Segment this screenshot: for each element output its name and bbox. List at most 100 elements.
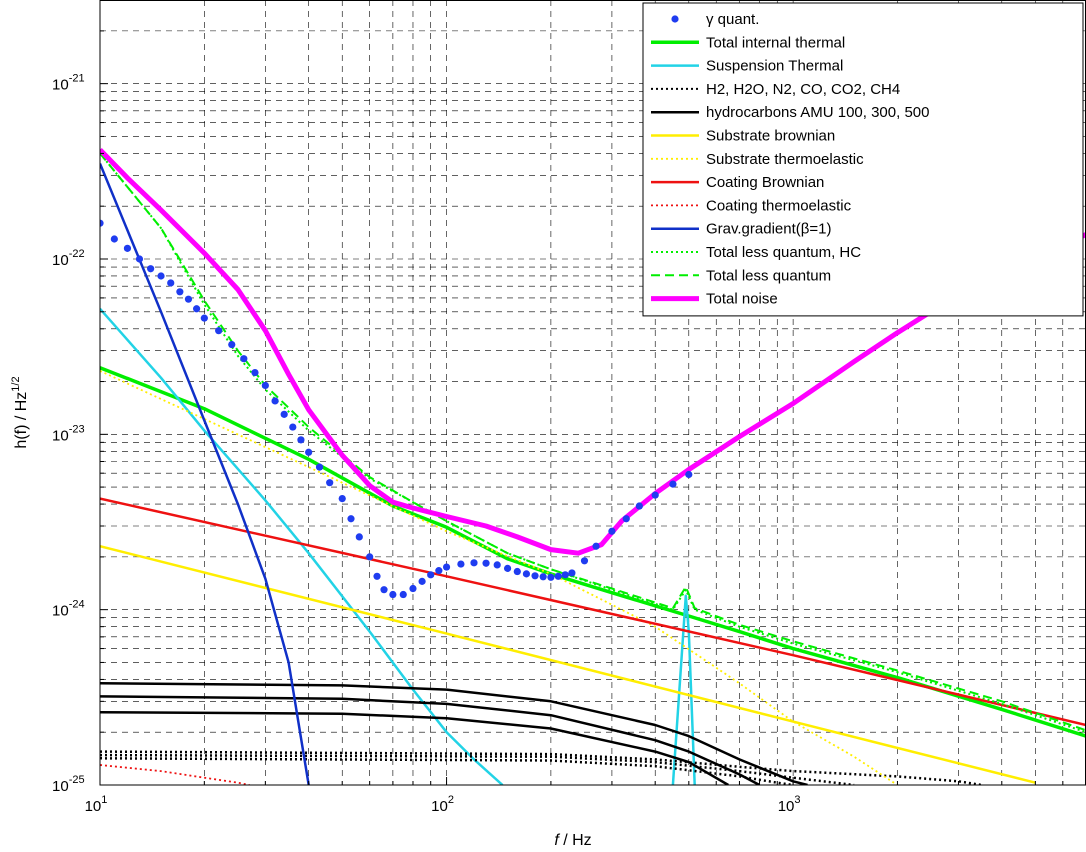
y-tick-label: 10-24 xyxy=(52,599,85,620)
data-point xyxy=(622,515,630,523)
series-h2-h2o-n2-co-co2-ch4-c xyxy=(100,757,794,785)
y-axis-label: h(f) / Hz1/2 xyxy=(10,376,30,448)
data-point xyxy=(366,553,374,561)
legend-label: Grav.gradient(β=1) xyxy=(706,221,832,238)
data-point xyxy=(176,288,184,296)
y-tick-base: 10 xyxy=(52,77,69,94)
y-tick-exponent: -22 xyxy=(69,248,85,260)
legend-label: γ quant. xyxy=(706,11,759,28)
data-point xyxy=(503,564,512,572)
legend-label: Substrate thermoelastic xyxy=(706,151,864,168)
legend-entry: Substrate thermoelastic xyxy=(651,151,864,168)
data-point xyxy=(228,340,236,349)
legend-label: Coating Brownian xyxy=(706,174,824,191)
legend-entry: Total less quantum, HC xyxy=(651,244,861,261)
y-tick-label: 10-23 xyxy=(52,423,85,444)
data-point xyxy=(240,355,248,363)
x-tick-base: 10 xyxy=(778,798,795,815)
legend-marker xyxy=(671,15,679,23)
data-point xyxy=(326,479,334,487)
x-axis-label-rest: / Hz xyxy=(559,832,592,849)
data-point xyxy=(184,295,193,303)
data-point xyxy=(592,542,600,550)
y-tick-exponent: -21 xyxy=(69,73,85,85)
series-coating-thermoelastic xyxy=(100,764,250,785)
legend-label: Coating thermoelastic xyxy=(706,197,852,214)
data-point xyxy=(135,255,144,263)
data-point xyxy=(635,502,643,510)
legend-entry: H2, H2O, N2, CO, CO2, CH4 xyxy=(651,81,900,98)
data-point xyxy=(568,569,576,577)
legend-label: Total internal thermal xyxy=(706,34,845,51)
x-axis-label: f / Hz xyxy=(554,832,591,849)
data-point xyxy=(157,272,165,280)
series-hydrocarbons-amu-100-300-500-c xyxy=(100,710,729,785)
data-point xyxy=(380,586,388,594)
legend-label: Total noise xyxy=(706,291,778,308)
data-point xyxy=(669,480,677,488)
y-tick-base: 10 xyxy=(52,603,69,620)
legend-entry: Total less quantum xyxy=(651,267,831,284)
series-h2-h2o-n2-co-co2-ch4-b xyxy=(100,753,855,785)
legend-entry: Coating Brownian xyxy=(651,174,824,191)
data-point xyxy=(531,572,539,580)
data-point xyxy=(271,397,279,405)
series-substrate-brownian xyxy=(100,544,1036,784)
y-axis-label-base: h(f) / Hz xyxy=(13,392,30,449)
legend-box xyxy=(642,2,1084,317)
data-point xyxy=(457,560,465,568)
data-point xyxy=(513,567,521,576)
y-tick-exponent: -23 xyxy=(69,423,85,435)
series-substrate-thermoelastic xyxy=(100,370,898,785)
data-point xyxy=(554,572,562,580)
legend-entry: hydrocarbons AMU 100, 300, 500 xyxy=(651,104,929,121)
data-point xyxy=(193,305,201,313)
legend-label: hydrocarbons AMU 100, 300, 500 xyxy=(706,104,929,121)
legend-entry: Suspension Thermal xyxy=(651,58,843,75)
data-point xyxy=(289,423,297,431)
data-point xyxy=(470,559,478,567)
x-tick-label: 103 xyxy=(778,794,801,815)
data-point xyxy=(427,571,435,579)
data-point xyxy=(409,584,417,593)
series-quant xyxy=(100,219,693,599)
series-hydrocarbons-amu-100-300-500-b xyxy=(100,695,761,785)
y-tick-label: 10-25 xyxy=(52,774,85,795)
x-tick-base: 10 xyxy=(85,798,102,815)
data-point xyxy=(355,533,363,541)
series-h2-h2o-n2-co-co2-ch4 xyxy=(100,750,982,785)
data-point xyxy=(305,448,313,456)
data-point xyxy=(547,573,555,581)
x-tick-exponent: 3 xyxy=(794,794,800,806)
data-point xyxy=(399,590,407,599)
x-tick-label: 101 xyxy=(85,794,108,815)
data-point xyxy=(522,570,531,578)
data-point xyxy=(338,494,346,503)
legend-label: Substrate brownian xyxy=(706,128,835,145)
series-total-internal-thermal xyxy=(100,366,1086,738)
legend-entry: Coating thermoelastic xyxy=(651,197,852,214)
y-tick-label: 10-22 xyxy=(52,248,85,269)
data-point xyxy=(685,470,693,479)
data-point xyxy=(280,410,288,418)
data-point xyxy=(261,381,269,390)
y-tick-exponent: -24 xyxy=(69,599,85,611)
data-point xyxy=(123,244,132,252)
data-point xyxy=(215,327,223,335)
x-axis-label-italic: f xyxy=(554,832,560,849)
legend: γ quant. Total internal thermal Suspension… xyxy=(642,2,1084,317)
x-tick-exponent: 2 xyxy=(448,794,454,806)
legend-entry: Total internal thermal xyxy=(651,34,845,51)
data-point xyxy=(315,463,324,471)
data-point xyxy=(482,559,490,567)
data-point xyxy=(442,563,451,571)
data-point xyxy=(539,573,547,581)
legend-label: Total less quantum, HC xyxy=(706,244,861,261)
series-grav-gradient-1 xyxy=(100,163,310,785)
data-point xyxy=(418,577,426,585)
series-lines xyxy=(100,147,1086,785)
series-coating-brownian xyxy=(100,497,1086,727)
data-point xyxy=(373,572,381,580)
data-point xyxy=(110,235,118,243)
data-point xyxy=(651,491,659,499)
